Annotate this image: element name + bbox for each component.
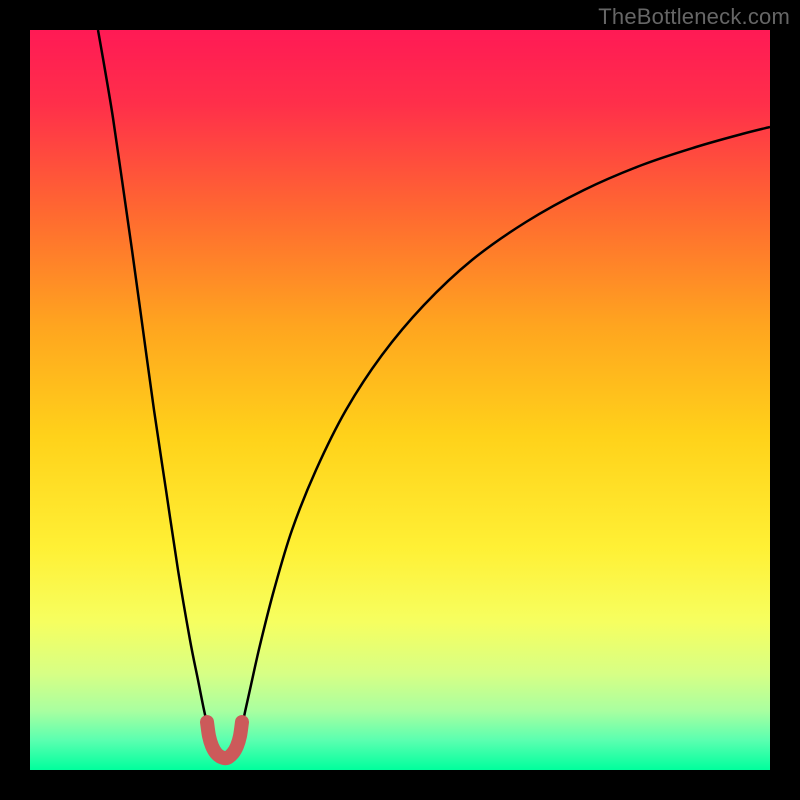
watermark-label: TheBottleneck.com: [598, 4, 790, 30]
left-curve: [98, 30, 209, 732]
u-link: [207, 722, 242, 758]
bottleneck-chart: TheBottleneck.com: [0, 0, 800, 800]
right-curve: [241, 127, 770, 732]
curve-layer: [30, 30, 770, 770]
plot-area: [30, 30, 770, 770]
